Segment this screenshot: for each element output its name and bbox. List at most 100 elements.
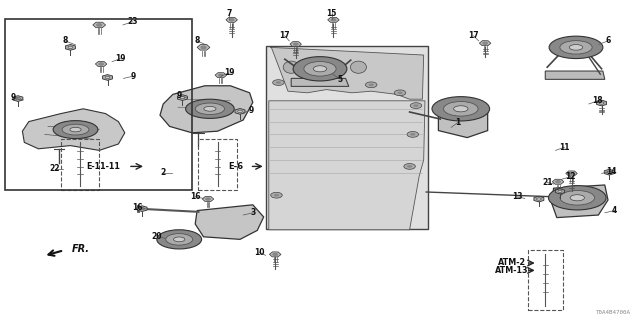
Polygon shape [545,71,605,79]
Ellipse shape [351,61,367,73]
Text: 8: 8 [195,36,200,45]
Text: 1: 1 [456,118,461,127]
Text: 10: 10 [254,248,264,257]
Circle shape [276,81,281,84]
Circle shape [305,79,310,81]
Text: 17: 17 [468,31,479,40]
Polygon shape [160,86,253,133]
Ellipse shape [570,44,583,50]
Polygon shape [552,185,608,218]
Circle shape [99,63,103,65]
Ellipse shape [560,41,592,54]
Text: 8: 8 [63,36,68,45]
Circle shape [397,92,403,94]
Text: 13: 13 [512,192,522,201]
Polygon shape [291,78,349,86]
Ellipse shape [173,237,185,242]
Circle shape [237,110,243,113]
Text: 9: 9 [177,91,182,100]
Text: ATM-2: ATM-2 [498,258,526,267]
Circle shape [180,96,185,99]
Polygon shape [22,109,125,150]
Circle shape [570,172,573,174]
Text: 23: 23 [127,17,138,26]
Circle shape [483,42,487,44]
Text: 9: 9 [131,72,136,81]
FancyBboxPatch shape [266,46,428,229]
Ellipse shape [454,106,468,112]
Text: 18: 18 [593,96,603,105]
Ellipse shape [432,97,490,121]
Circle shape [140,207,145,210]
Circle shape [332,19,335,21]
Circle shape [68,46,73,49]
Bar [61,139,99,190]
Ellipse shape [570,195,584,201]
Text: ATM-13: ATM-13 [495,266,529,275]
Circle shape [273,80,284,85]
Text: 17: 17 [280,31,290,40]
Text: 4: 4 [612,206,617,215]
Ellipse shape [549,36,603,59]
Ellipse shape [157,230,202,249]
Circle shape [271,192,282,198]
Polygon shape [270,47,424,99]
Ellipse shape [166,234,193,245]
Text: 7: 7 [227,9,232,18]
Ellipse shape [314,66,327,72]
Ellipse shape [306,61,322,73]
Bar [5,19,192,190]
Circle shape [274,194,279,196]
Text: FR.: FR. [72,244,90,254]
Circle shape [201,46,206,49]
Circle shape [407,132,419,137]
Text: 6: 6 [605,36,611,45]
Text: T0A4B4700A: T0A4B4700A [595,309,630,315]
Circle shape [394,90,406,96]
Circle shape [607,171,612,173]
Ellipse shape [548,186,606,210]
Ellipse shape [204,106,216,111]
Ellipse shape [62,124,89,135]
Circle shape [230,19,234,21]
Text: 2: 2 [161,168,166,177]
Text: 5: 5 [338,75,343,84]
Text: 16: 16 [190,192,200,201]
Text: 11: 11 [559,143,570,152]
Text: 12: 12 [566,172,576,181]
Circle shape [407,165,412,168]
Text: 22: 22 [50,164,60,173]
Circle shape [337,81,342,84]
Circle shape [558,190,562,192]
Circle shape [206,198,210,200]
Circle shape [15,97,20,100]
Circle shape [536,198,541,200]
Ellipse shape [53,121,98,139]
Polygon shape [438,108,488,138]
Ellipse shape [560,190,595,205]
Ellipse shape [304,61,336,76]
Circle shape [599,102,604,104]
Circle shape [404,164,415,169]
Circle shape [369,84,374,86]
Polygon shape [269,101,425,230]
Bar [198,139,237,190]
Text: 3: 3 [250,208,255,217]
Bar [528,250,563,310]
Text: E-11-11: E-11-11 [87,162,120,171]
Circle shape [556,181,560,183]
Ellipse shape [186,99,234,118]
Ellipse shape [293,57,347,81]
Text: 9: 9 [248,106,253,115]
Circle shape [333,80,345,85]
Text: 14: 14 [606,167,616,176]
Circle shape [301,77,313,83]
Circle shape [413,104,419,107]
Circle shape [97,24,102,26]
Text: 21: 21 [542,178,552,187]
Circle shape [410,103,422,108]
Circle shape [410,133,415,136]
Circle shape [105,76,110,79]
Ellipse shape [444,101,478,116]
Circle shape [365,82,377,88]
